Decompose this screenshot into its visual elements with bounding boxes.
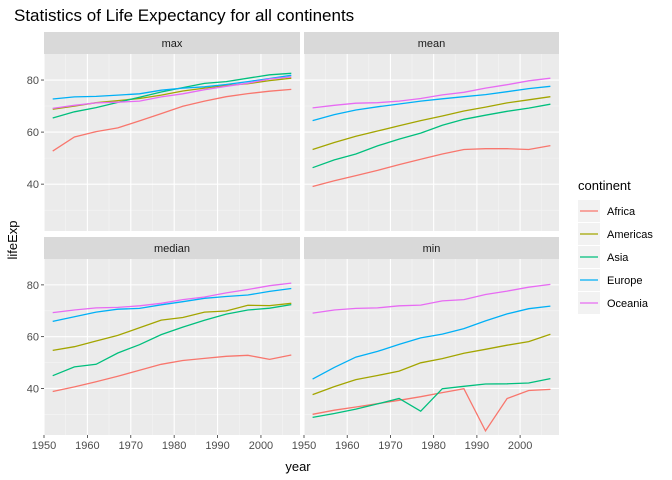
x-axis-title: year	[285, 459, 311, 474]
series-line-africa	[312, 387, 551, 433]
x-tick-label: 1950	[32, 440, 56, 452]
x-tick-label: 1970	[119, 440, 143, 452]
x-tick-label: 1970	[378, 440, 402, 452]
legend-item-oceania: Oceania	[578, 292, 649, 314]
x-tick-label: 1990	[465, 440, 489, 452]
series-line-oceania	[312, 283, 551, 314]
legend: continent Africa Americas Asia Europe Oceani…	[578, 178, 653, 314]
facet-panels: max mean median min	[43, 32, 559, 435]
x-tick-label: 1980	[162, 440, 186, 452]
y-tick-label: 80	[27, 280, 39, 292]
x-tick-label: 2000	[508, 440, 532, 452]
facet-strip-label: median	[154, 243, 190, 255]
y-tick-label: 80	[27, 75, 39, 87]
facet-strip	[44, 32, 300, 54]
y-tick-label: 40	[27, 179, 39, 191]
facet-strip	[304, 32, 559, 54]
y-tick-label: 40	[27, 383, 39, 395]
legend-item-europe: Europe	[578, 269, 642, 291]
series-line-africa	[312, 144, 551, 188]
facet-strip	[304, 237, 559, 259]
legend-item-americas: Americas	[578, 223, 653, 245]
series-line-oceania	[52, 282, 292, 314]
x-tick-label: 2000	[249, 440, 273, 452]
panel-background	[304, 259, 559, 435]
panel-background	[44, 54, 300, 231]
legend-label: Africa	[607, 206, 636, 218]
x-tick-label: 1960	[75, 440, 99, 452]
x-tick-label: 1980	[421, 440, 445, 452]
legend-label: Americas	[607, 229, 653, 241]
series-line-europe	[312, 305, 551, 380]
series-line-americas	[312, 96, 551, 151]
legend-item-asia: Asia	[578, 246, 629, 268]
x-tick-label: 1960	[335, 440, 359, 452]
series-line-oceania	[312, 77, 551, 109]
series-line-asia	[312, 377, 551, 419]
facet-panel-max: max	[43, 32, 300, 231]
legend-label: Asia	[607, 252, 629, 264]
facet-strip-label: max	[162, 38, 183, 50]
facet-panel-min: min	[303, 237, 559, 435]
legend-label: Oceania	[607, 298, 649, 310]
series-line-europe	[312, 85, 551, 122]
y-tick-label: 60	[27, 332, 39, 344]
facet-strip	[44, 237, 300, 259]
series-line-oceania	[52, 76, 292, 110]
facet-panel-median: median	[43, 237, 300, 435]
series-line-africa	[52, 88, 292, 152]
series-line-asia	[52, 303, 292, 377]
y-axis-title: lifeExp	[5, 220, 20, 259]
facet-panel-mean: mean	[303, 32, 559, 231]
chart-title: Statistics of Life Expectancy for all co…	[14, 6, 354, 25]
legend-label: Europe	[607, 275, 642, 287]
facet-strip-label: mean	[418, 38, 446, 50]
series-line-africa	[52, 354, 292, 393]
legend-title: continent	[578, 178, 631, 193]
x-axis-ticks: 1950 1960 1970 1980 1990 2000 1950 1960 1970 1980…	[32, 435, 532, 452]
series-line-asia	[312, 103, 551, 169]
series-line-europe	[52, 287, 292, 323]
y-tick-label: 60	[27, 127, 39, 139]
facet-strip-label: min	[423, 243, 441, 255]
series-line-europe	[52, 74, 292, 100]
x-tick-label: 1990	[205, 440, 229, 452]
series-line-americas	[312, 333, 551, 396]
x-tick-label: 1950	[292, 440, 316, 452]
legend-item-africa: Africa	[578, 200, 636, 222]
series-line-americas	[52, 302, 292, 352]
y-axis-ticks: 40 60 80 40 60 80	[27, 75, 44, 395]
